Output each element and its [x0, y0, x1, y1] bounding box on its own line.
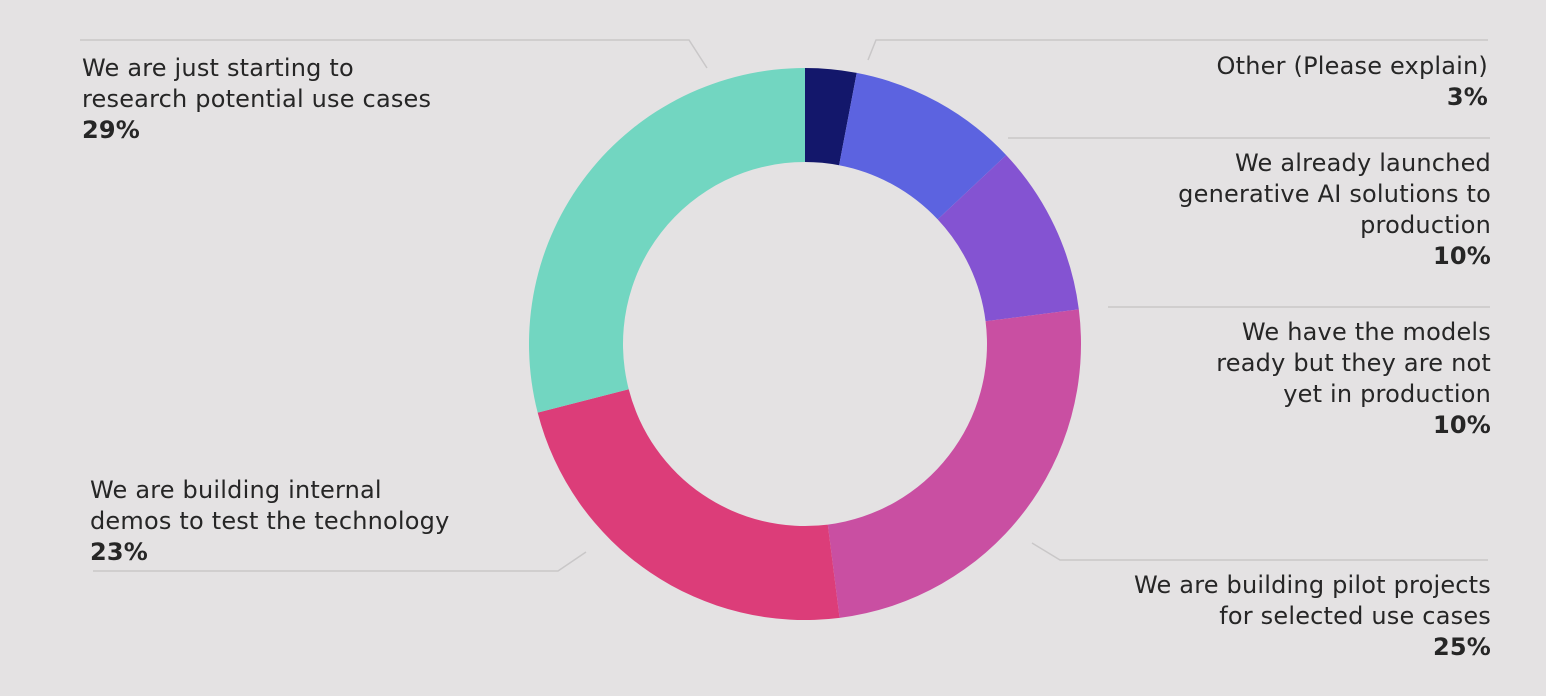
- slice-label-models-ready: We have the models ready but they are no…: [1216, 317, 1491, 441]
- slice-label-text: Other (Please explain): [1216, 52, 1488, 80]
- slice-pilot-projects: [827, 309, 1081, 618]
- slice-value-label: 10%: [1432, 411, 1491, 439]
- slice-other: [805, 68, 857, 166]
- slice-label-research: We are just starting to research potenti…: [82, 53, 431, 146]
- leader-line-pilot-projects: [1031, 542, 1488, 561]
- slice-label-text: We are building internal demos to test t…: [90, 476, 450, 535]
- slice-internal-demos: [537, 389, 840, 620]
- slice-launched: [839, 72, 1007, 220]
- slice-research: [528, 68, 805, 413]
- slice-value-label: 25%: [1432, 633, 1491, 661]
- leader-line-research: [80, 39, 708, 69]
- slice-label-text: We already launched generative AI soluti…: [1178, 149, 1491, 239]
- slice-label-other: Other (Please explain) 3%: [1217, 51, 1488, 113]
- leader-line-other: [867, 39, 1488, 61]
- slice-label-text: We are building pilot projects for selec…: [1133, 571, 1491, 630]
- slice-value-label: 23%: [90, 538, 149, 566]
- slice-label-internal-demos: We are building internal demos to test t…: [90, 475, 450, 568]
- slice-label-text: We are just starting to research potenti…: [82, 54, 432, 113]
- slice-label-text: We have the models ready but they are no…: [1216, 318, 1491, 408]
- slice-value-label: 29%: [82, 116, 141, 144]
- slice-label-pilot-projects: We are building pilot projects for selec…: [1134, 570, 1491, 663]
- leader-line-internal-demos: [93, 551, 587, 572]
- slice-value-label: 3%: [1446, 83, 1488, 111]
- slice-value-label: 10%: [1432, 242, 1491, 270]
- slice-models-ready: [937, 155, 1079, 322]
- slice-label-launched: We already launched generative AI soluti…: [1178, 148, 1491, 272]
